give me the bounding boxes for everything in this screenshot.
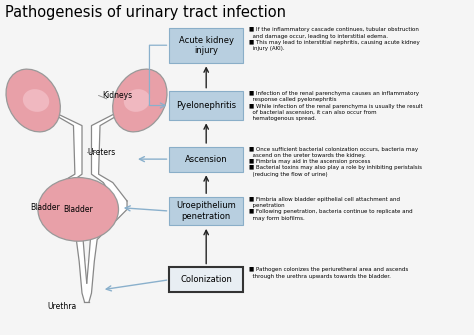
Text: ■ Pathogen colonizes the periuretheral area and ascends
  through the urethra up: ■ Pathogen colonizes the periuretheral a…: [249, 267, 408, 278]
Text: Pyelonephritis: Pyelonephritis: [176, 101, 236, 110]
Text: ■ Infection of the renal parenchyma causes an inflammatory
  response called pye: ■ Infection of the renal parenchyma caus…: [249, 91, 422, 121]
Text: Uroepithelium
penetration: Uroepithelium penetration: [176, 201, 236, 221]
Text: Ureters: Ureters: [88, 148, 116, 157]
Text: Bladder: Bladder: [30, 203, 60, 212]
FancyBboxPatch shape: [169, 27, 243, 63]
Ellipse shape: [113, 69, 167, 132]
Ellipse shape: [6, 69, 60, 132]
Text: ■ Once sufficient bacterial colonization occurs, bacteria may
  ascend on the ur: ■ Once sufficient bacterial colonization…: [249, 147, 422, 177]
Ellipse shape: [124, 89, 150, 112]
Ellipse shape: [23, 89, 49, 112]
Text: Bladder: Bladder: [64, 205, 93, 214]
Ellipse shape: [38, 178, 118, 241]
FancyBboxPatch shape: [169, 267, 243, 292]
Text: Ascension: Ascension: [185, 155, 228, 163]
Polygon shape: [44, 109, 129, 302]
Text: Kidneys: Kidneys: [102, 91, 132, 100]
Text: ■ Fimbria allow bladder epithelial cell attachment and
  penetration
■ Following: ■ Fimbria allow bladder epithelial cell …: [249, 197, 412, 220]
Text: ■ If the inflammatory cascade continues, tubular obstruction
  and damage occur,: ■ If the inflammatory cascade continues,…: [249, 27, 419, 51]
Text: Urethra: Urethra: [47, 302, 76, 311]
Text: Colonization: Colonization: [180, 275, 232, 284]
FancyBboxPatch shape: [169, 147, 243, 172]
FancyBboxPatch shape: [169, 91, 243, 120]
Text: Pathogenesis of urinary tract infection: Pathogenesis of urinary tract infection: [5, 5, 286, 20]
Text: Acute kidney
injury: Acute kidney injury: [179, 36, 234, 55]
FancyBboxPatch shape: [169, 197, 243, 225]
